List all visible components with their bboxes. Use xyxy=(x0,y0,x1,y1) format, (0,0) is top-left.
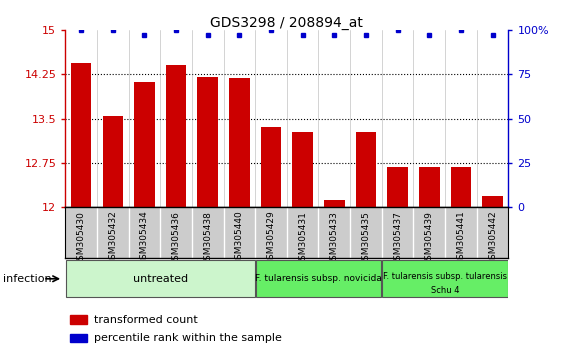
Text: percentile rank within the sample: percentile rank within the sample xyxy=(94,333,282,343)
Text: GDS3298 / 208894_at: GDS3298 / 208894_at xyxy=(210,16,364,30)
Text: GSM305441: GSM305441 xyxy=(457,211,465,266)
Text: GSM305430: GSM305430 xyxy=(77,211,86,266)
Bar xyxy=(134,82,154,207)
Bar xyxy=(102,116,123,207)
Bar xyxy=(293,132,313,207)
Bar xyxy=(229,79,250,207)
Text: Schu 4: Schu 4 xyxy=(431,286,460,296)
Bar xyxy=(70,315,87,324)
Text: untreated: untreated xyxy=(133,274,188,284)
Bar xyxy=(419,167,440,207)
Bar xyxy=(261,127,281,207)
Text: F. tularensis subsp. tularensis: F. tularensis subsp. tularensis xyxy=(383,272,507,281)
Bar xyxy=(387,167,408,207)
Bar xyxy=(450,167,471,207)
FancyBboxPatch shape xyxy=(66,261,254,297)
Text: GSM305439: GSM305439 xyxy=(425,211,434,266)
Text: GSM305435: GSM305435 xyxy=(361,211,370,266)
Text: GSM305442: GSM305442 xyxy=(488,211,497,265)
Text: GSM305436: GSM305436 xyxy=(172,211,181,266)
Text: GSM305434: GSM305434 xyxy=(140,211,149,266)
Bar xyxy=(482,196,503,207)
FancyBboxPatch shape xyxy=(382,261,508,297)
Bar xyxy=(356,132,376,207)
Text: GSM305438: GSM305438 xyxy=(203,211,212,266)
Bar xyxy=(324,200,345,207)
Bar xyxy=(166,65,186,207)
Bar xyxy=(71,63,91,207)
FancyBboxPatch shape xyxy=(256,261,381,297)
Bar xyxy=(70,334,87,342)
Text: infection: infection xyxy=(3,274,52,284)
Text: F. tularensis subsp. novicida: F. tularensis subsp. novicida xyxy=(255,274,382,283)
Text: GSM305440: GSM305440 xyxy=(235,211,244,266)
Text: GSM305432: GSM305432 xyxy=(108,211,117,266)
Text: GSM305433: GSM305433 xyxy=(330,211,339,266)
Text: GSM305429: GSM305429 xyxy=(266,211,275,266)
Text: transformed count: transformed count xyxy=(94,315,198,325)
Text: GSM305437: GSM305437 xyxy=(393,211,402,266)
Bar xyxy=(198,77,218,207)
Text: GSM305431: GSM305431 xyxy=(298,211,307,266)
